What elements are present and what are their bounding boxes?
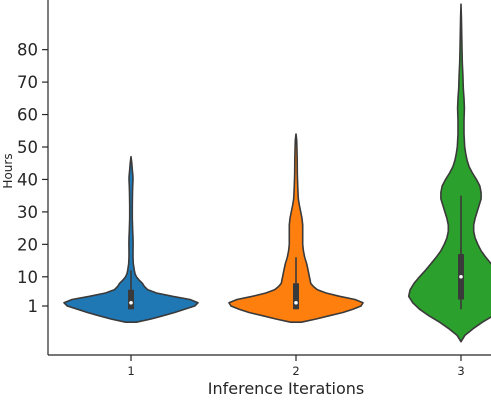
violin-1 [63, 155, 199, 323]
violin-body [228, 133, 364, 323]
y-tick-label: 20 [17, 235, 38, 254]
violin-body [407, 3, 491, 343]
violin-body [63, 155, 199, 323]
y-tick-label: 10 [17, 268, 38, 287]
x-axis-label: Inference Iterations [208, 379, 364, 398]
axes-layer [47, 0, 491, 356]
y-ticks: 1 10 20 30 40 50 60 70 80 [17, 41, 48, 316]
y-tick-label: 60 [17, 106, 38, 125]
violin-2 [228, 133, 364, 323]
y-tick-label: 1 [28, 297, 39, 316]
x-tick-label: 1 [127, 364, 134, 378]
y-tick-label: 30 [17, 203, 38, 222]
violin-iqr-box [128, 289, 134, 310]
y-tick-label: 80 [17, 41, 38, 60]
violin-3 [407, 3, 491, 343]
violin-iqr-box [293, 283, 299, 310]
y-tick-label: 40 [17, 170, 38, 189]
y-tick-label: 70 [17, 73, 38, 92]
violin-median-dot [294, 300, 298, 305]
violin-median-dot [459, 274, 463, 279]
violin-median-dot [129, 300, 133, 305]
x-tick-label: 2 [292, 364, 299, 378]
x-tick-label: 3 [457, 364, 464, 378]
y-tick-label: 50 [17, 138, 38, 157]
x-ticks: 1 2 3 [127, 355, 465, 378]
y-axis-label: Hours [1, 153, 15, 188]
violins-layer [63, 3, 491, 343]
